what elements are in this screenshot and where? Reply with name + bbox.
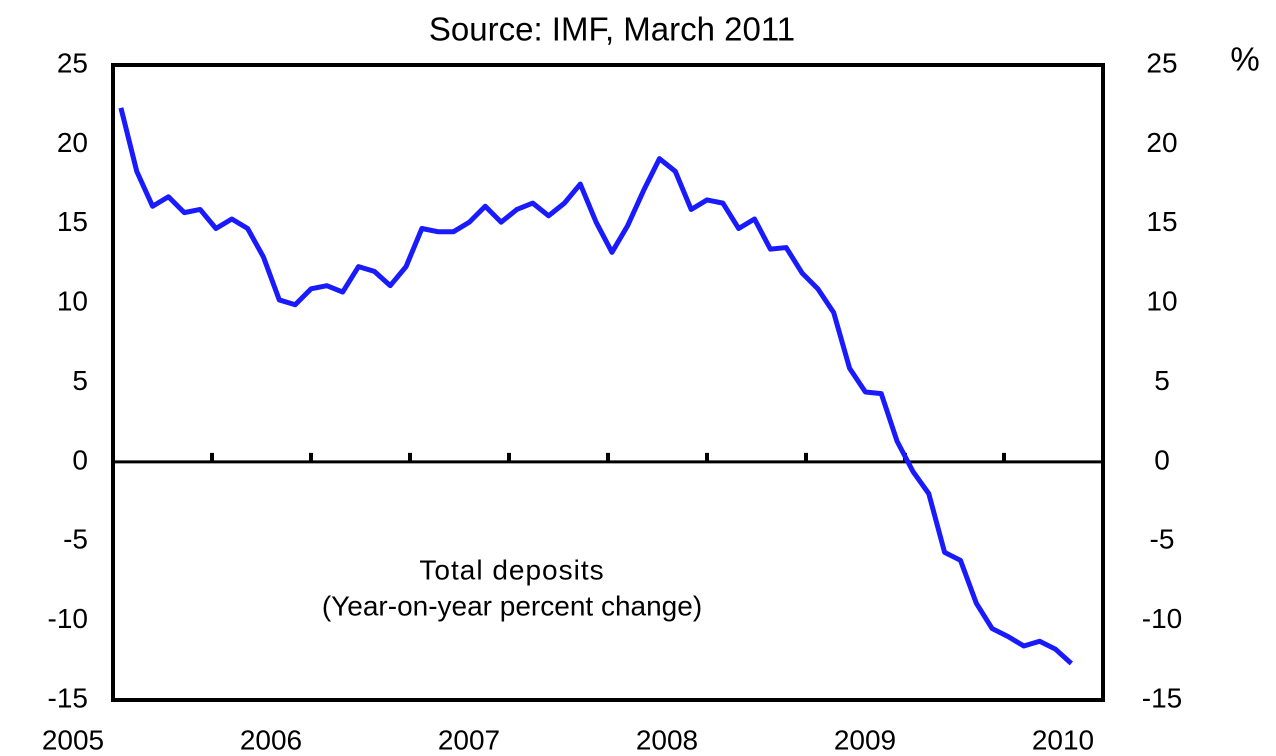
x-tick-label: 2009 — [834, 724, 896, 755]
y2-tick-label: -15 — [1142, 682, 1182, 713]
y2-tick-label: 5 — [1154, 365, 1170, 396]
annotation: Total deposits — [419, 554, 604, 585]
unit-label: % — [1230, 41, 1259, 78]
y2-tick-label: 20 — [1146, 127, 1177, 158]
y-tick-label: 15 — [57, 206, 88, 237]
data-line — [118, 107, 1073, 666]
y-tick-label: 10 — [57, 286, 88, 317]
x-tick-label: 2006 — [240, 724, 302, 755]
y2-tick-label: 0 — [1154, 444, 1170, 475]
y2-tick-label: -10 — [1142, 603, 1182, 634]
x-tick-label: 2005 — [42, 724, 104, 755]
y-tick-label: -5 — [63, 524, 88, 555]
x-tick-label: 2010 — [1032, 724, 1094, 755]
y-tick-label: 25 — [57, 47, 88, 78]
y2-tick-label: -5 — [1150, 524, 1175, 555]
y-tick-label: -15 — [48, 682, 88, 713]
y-tick-label: 5 — [72, 365, 88, 396]
plot-frame — [111, 63, 1105, 702]
y2-tick-label: 25 — [1146, 47, 1177, 78]
x-tick-label: 2008 — [636, 724, 698, 755]
x-tick-label: 2007 — [438, 724, 500, 755]
y2-tick-label: 15 — [1146, 206, 1177, 237]
annotation: (Year-on-year percent change) — [322, 590, 702, 621]
y-tick-label: 0 — [72, 444, 88, 475]
y2-tick-label: 10 — [1146, 286, 1177, 317]
y-tick-label: 20 — [57, 127, 88, 158]
chart-title: Source: IMF, March 2011 — [429, 11, 795, 48]
y-tick-label: -10 — [48, 603, 88, 634]
